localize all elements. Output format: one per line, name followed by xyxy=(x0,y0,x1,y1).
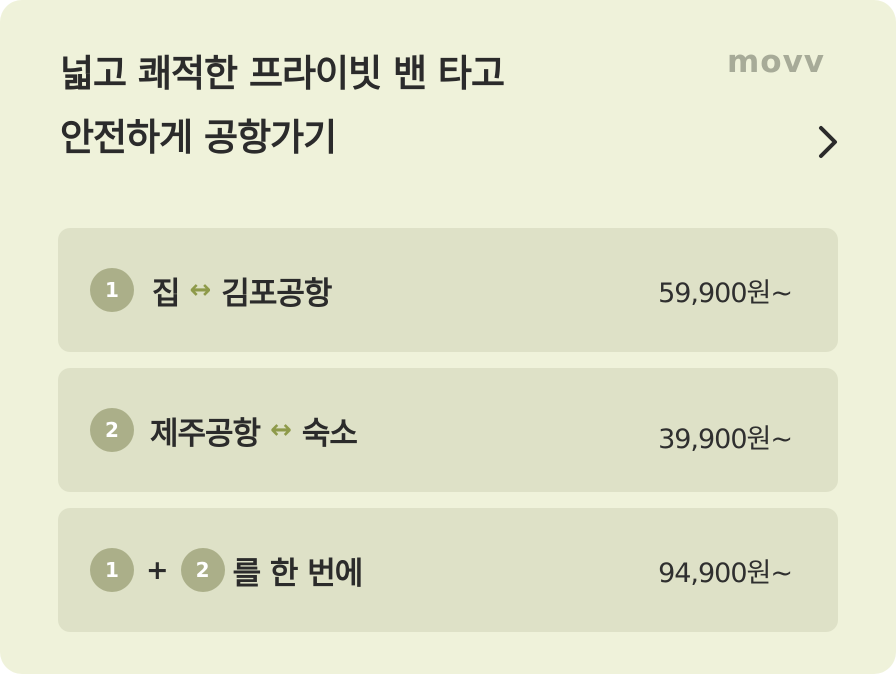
card-title-line-2: 안전하게 공항가기 xyxy=(60,116,337,159)
route-label: 1 + 2 를 한 번에 xyxy=(90,508,364,632)
route-row-jeju-lodging[interactable]: 2 제주공항 ↔ 숙소 39,900원~ xyxy=(58,368,838,492)
two-way-arrow-icon: ↔ xyxy=(270,415,292,445)
route-price: 94,900원~ xyxy=(658,557,793,589)
plus-sign: + xyxy=(146,554,169,586)
step-badge: 1 xyxy=(90,548,134,592)
route-to: 숙소 xyxy=(301,415,358,452)
step-badge: 2 xyxy=(90,408,134,452)
route-from: 집 xyxy=(152,275,181,312)
route-row-combined[interactable]: 1 + 2 를 한 번에 94,900원~ xyxy=(58,508,838,632)
route-to: 김포공항 xyxy=(221,275,332,312)
step-badge: 2 xyxy=(180,548,225,592)
route-from: 제주공항 xyxy=(150,415,261,452)
movv-logo: movv xyxy=(727,44,826,80)
step-badge: 1 xyxy=(90,268,134,312)
combined-label: 를 한 번에 xyxy=(232,555,364,592)
route-label: 1 집 ↔ 김포공항 xyxy=(90,228,332,352)
card-title: 넓고 쾌적한 프라이빗 밴 타고 안전하게 공항가기 xyxy=(60,42,505,170)
route-price: 59,900원~ xyxy=(658,277,793,309)
route-row-home-gimpo[interactable]: 1 집 ↔ 김포공항 59,900원~ xyxy=(58,228,838,352)
route-price: 39,900원~ xyxy=(658,423,793,455)
two-way-arrow-icon: ↔ xyxy=(189,275,212,305)
card-title-line-1: 넓고 쾌적한 프라이빗 밴 타고 xyxy=(60,52,505,95)
chevron-right-icon[interactable] xyxy=(812,122,844,162)
route-label: 2 제주공항 ↔ 숙소 xyxy=(90,368,358,492)
